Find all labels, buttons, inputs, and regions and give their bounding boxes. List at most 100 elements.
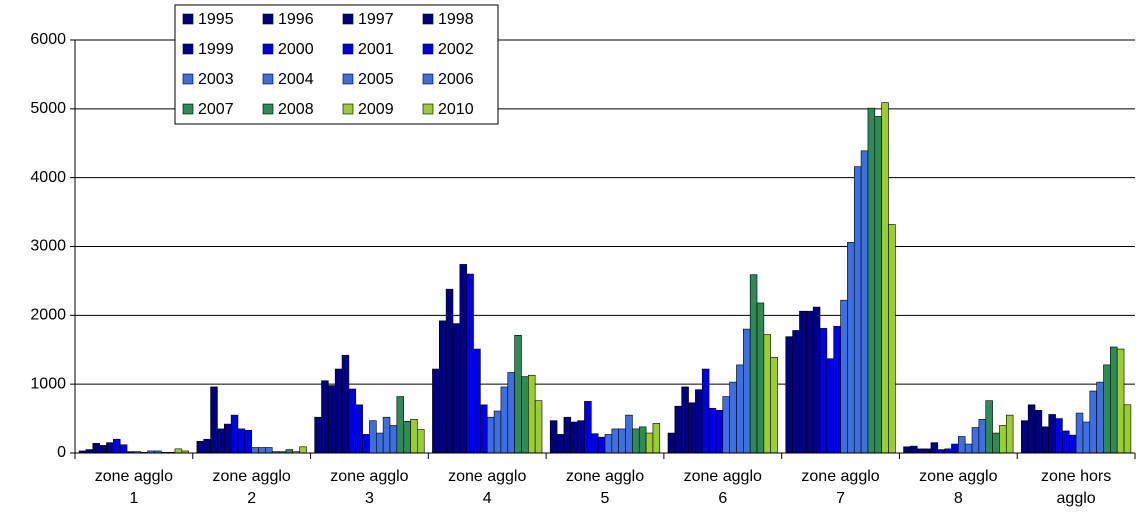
bar xyxy=(549,420,558,454)
bar xyxy=(1089,390,1097,454)
bar xyxy=(1096,381,1104,454)
bar xyxy=(1123,404,1132,454)
bar xyxy=(840,299,848,454)
bar xyxy=(1034,410,1043,454)
bar xyxy=(341,354,350,454)
bar xyxy=(174,448,183,454)
bar xyxy=(92,443,100,454)
legend-label: 2003 xyxy=(198,71,234,88)
legend-label: 1996 xyxy=(278,11,314,28)
bar xyxy=(119,444,128,454)
bar xyxy=(645,432,654,454)
legend-marker xyxy=(422,73,434,85)
bar xyxy=(819,328,828,454)
bar xyxy=(799,310,807,454)
bar xyxy=(910,445,918,454)
bar xyxy=(500,386,509,454)
bar xyxy=(638,426,647,454)
bar xyxy=(210,386,218,454)
bar xyxy=(1068,434,1077,454)
bar xyxy=(853,166,862,454)
legend-label: 2001 xyxy=(358,41,394,58)
bar xyxy=(923,448,932,454)
bar xyxy=(382,416,391,454)
bar xyxy=(874,116,882,454)
x-tick-label: zone agglo 4 xyxy=(448,468,527,507)
legend-marker xyxy=(422,43,434,55)
legend-label: 1997 xyxy=(358,11,394,28)
bar xyxy=(389,425,398,454)
bar xyxy=(299,446,307,454)
bar xyxy=(1055,418,1063,454)
legend-marker xyxy=(262,103,274,115)
bar xyxy=(355,404,363,454)
bar xyxy=(763,334,772,454)
legend-label: 1995 xyxy=(198,11,234,28)
legend-label: 2007 xyxy=(198,101,234,118)
bar xyxy=(944,448,952,454)
bar xyxy=(314,416,322,454)
legend-marker xyxy=(342,103,354,115)
legend-marker xyxy=(182,13,194,25)
bar xyxy=(806,310,814,454)
bar xyxy=(348,388,357,454)
bar xyxy=(196,440,205,454)
bar xyxy=(244,429,252,454)
bar xyxy=(493,410,502,454)
y-tick-label: 3000 xyxy=(30,238,66,255)
bar xyxy=(888,224,896,454)
bar xyxy=(951,443,959,454)
legend-marker xyxy=(182,103,194,115)
bar xyxy=(625,414,633,454)
bar xyxy=(903,446,911,454)
legend-label: 1999 xyxy=(198,41,234,58)
bar xyxy=(584,401,592,454)
legend-label: 2010 xyxy=(438,101,474,118)
bar xyxy=(396,396,404,454)
bar xyxy=(812,306,821,454)
bar xyxy=(715,410,724,454)
bar xyxy=(591,433,599,454)
bar xyxy=(473,348,481,454)
legend-label: 2005 xyxy=(358,71,394,88)
bar xyxy=(1041,426,1050,454)
bar xyxy=(985,400,993,454)
bar xyxy=(729,381,737,454)
x-tick-label: zone agglo 6 xyxy=(683,468,762,507)
bar xyxy=(618,428,626,454)
bar xyxy=(251,447,259,454)
bar xyxy=(445,288,454,454)
bar xyxy=(930,442,939,454)
bar xyxy=(992,432,1000,454)
bar xyxy=(570,421,578,454)
bar xyxy=(432,368,440,454)
legend-marker xyxy=(342,13,354,25)
bar xyxy=(847,242,855,454)
bar xyxy=(99,445,107,454)
bar xyxy=(521,376,529,454)
x-tick-label: zone agglo 2 xyxy=(212,468,291,507)
legend-marker xyxy=(342,43,354,55)
legend-label: 1998 xyxy=(438,11,474,28)
bar xyxy=(1048,414,1056,454)
y-tick-label: 4000 xyxy=(30,169,66,186)
bar xyxy=(1005,414,1014,454)
y-tick-label: 6000 xyxy=(30,31,66,48)
bar xyxy=(328,385,336,454)
bar xyxy=(674,405,682,454)
bar xyxy=(85,449,94,454)
x-tick-label: zone agglo 5 xyxy=(565,468,645,507)
bar xyxy=(958,436,966,454)
bar xyxy=(486,416,495,454)
bar xyxy=(756,302,765,454)
bar xyxy=(632,428,640,454)
bar xyxy=(534,400,543,454)
bar xyxy=(867,107,876,454)
legend-marker xyxy=(262,43,274,55)
bar xyxy=(860,150,869,454)
bar xyxy=(321,380,329,454)
legend-box xyxy=(174,4,499,125)
bar xyxy=(792,330,800,454)
bar xyxy=(265,447,273,454)
